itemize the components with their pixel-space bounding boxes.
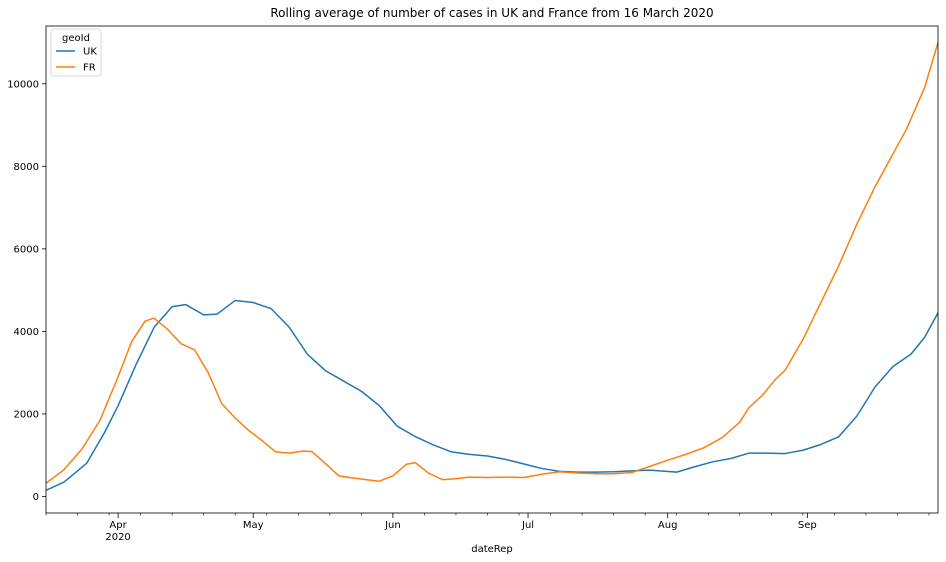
- legend-label-uk: UK: [83, 47, 97, 58]
- y-axis: 0 2000 4000 6000 8000 10000: [7, 79, 46, 503]
- series-line-fr: [45, 42, 939, 484]
- y-tick-label: 6000: [14, 244, 39, 255]
- x-tick-label: Jun: [384, 520, 401, 531]
- legend-label-fr: FR: [83, 63, 96, 74]
- chart-title: Rolling average of number of cases in UK…: [270, 6, 713, 20]
- x-axis-label: dateRep: [471, 544, 513, 555]
- x-tick-label: Apr: [109, 520, 127, 531]
- x-tick-label: Aug: [658, 520, 678, 531]
- legend-title: geoId: [62, 33, 90, 44]
- plot-frame: [45, 25, 939, 514]
- x-tick-label: Sep: [798, 520, 817, 531]
- legend: geoId UK FR: [50, 28, 102, 77]
- legend-box: [50, 28, 102, 77]
- x-tick-sublabel: 2020: [105, 532, 130, 543]
- y-tick-label: 10000: [7, 79, 39, 90]
- series-line-uk: [45, 299, 939, 491]
- y-tick-label: 2000: [14, 409, 39, 420]
- y-tick-label: 0: [33, 492, 39, 503]
- y-tick-label: 8000: [14, 162, 39, 173]
- plot-area: [45, 25, 939, 514]
- x-tick-label: May: [243, 520, 264, 531]
- y-tick-label: 4000: [14, 327, 39, 338]
- x-tick-label: Jul: [521, 520, 534, 531]
